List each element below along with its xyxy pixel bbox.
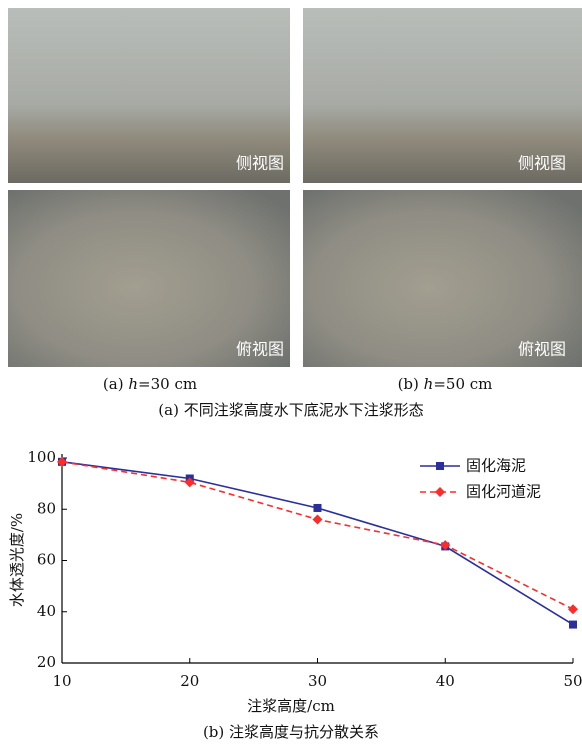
x-axis-label: 注浆高度/cm — [247, 697, 335, 715]
photo-caption: (b) h=50 cm — [398, 375, 493, 393]
y-tick-label: 60 — [37, 551, 56, 569]
caption-prefix: (a) — [103, 375, 124, 393]
figure: 侧视图 侧视图 俯视图 俯视图 (a) h=30 cm (b) h=50 cm … — [0, 0, 582, 745]
marker — [314, 504, 322, 512]
photo-label: 侧视图 — [236, 154, 284, 173]
marker — [435, 487, 445, 497]
chart-caption: (b) 注浆高度与抗分散关系 — [203, 723, 379, 741]
legend-label: 固化海泥 — [466, 457, 526, 475]
caption-rest: =30 cm — [138, 375, 197, 393]
photos-title: (a) 不同注浆高度水下底泥水下注浆形态 — [158, 401, 423, 419]
photo-label: 俯视图 — [518, 340, 566, 359]
marker — [313, 515, 323, 525]
y-tick-label: 100 — [27, 448, 56, 466]
marker — [569, 621, 577, 629]
photo-caption: (a) h=30 cm — [103, 375, 197, 393]
photo-panels: 侧视图 侧视图 俯视图 俯视图 — [8, 8, 582, 367]
marker — [436, 462, 444, 470]
caption-prefix: (b) — [398, 375, 419, 393]
caption-var: h — [128, 375, 138, 393]
photo-label: 俯视图 — [236, 340, 284, 359]
y-tick-label: 40 — [37, 602, 56, 620]
y-tick-label: 80 — [37, 499, 56, 517]
x-tick-label: 20 — [180, 672, 199, 690]
legend-label: 固化河道泥 — [466, 483, 541, 501]
caption-var: h — [424, 375, 434, 393]
chart: 注浆高度/cm (b) 注浆高度与抗分散关系 水体透光度/% 20 40 60 80 1… — [8, 448, 582, 741]
x-tick-label: 30 — [308, 672, 327, 690]
photo-label: 侧视图 — [518, 154, 566, 173]
marker — [568, 604, 578, 614]
x-tick-label: 50 — [563, 672, 582, 690]
y-axis-label: 水体透光度/% — [8, 513, 26, 607]
caption-rest: =50 cm — [433, 375, 492, 393]
x-tick-label: 10 — [52, 672, 71, 690]
y-tick-label: 20 — [37, 653, 56, 671]
x-tick-label: 40 — [436, 672, 455, 690]
